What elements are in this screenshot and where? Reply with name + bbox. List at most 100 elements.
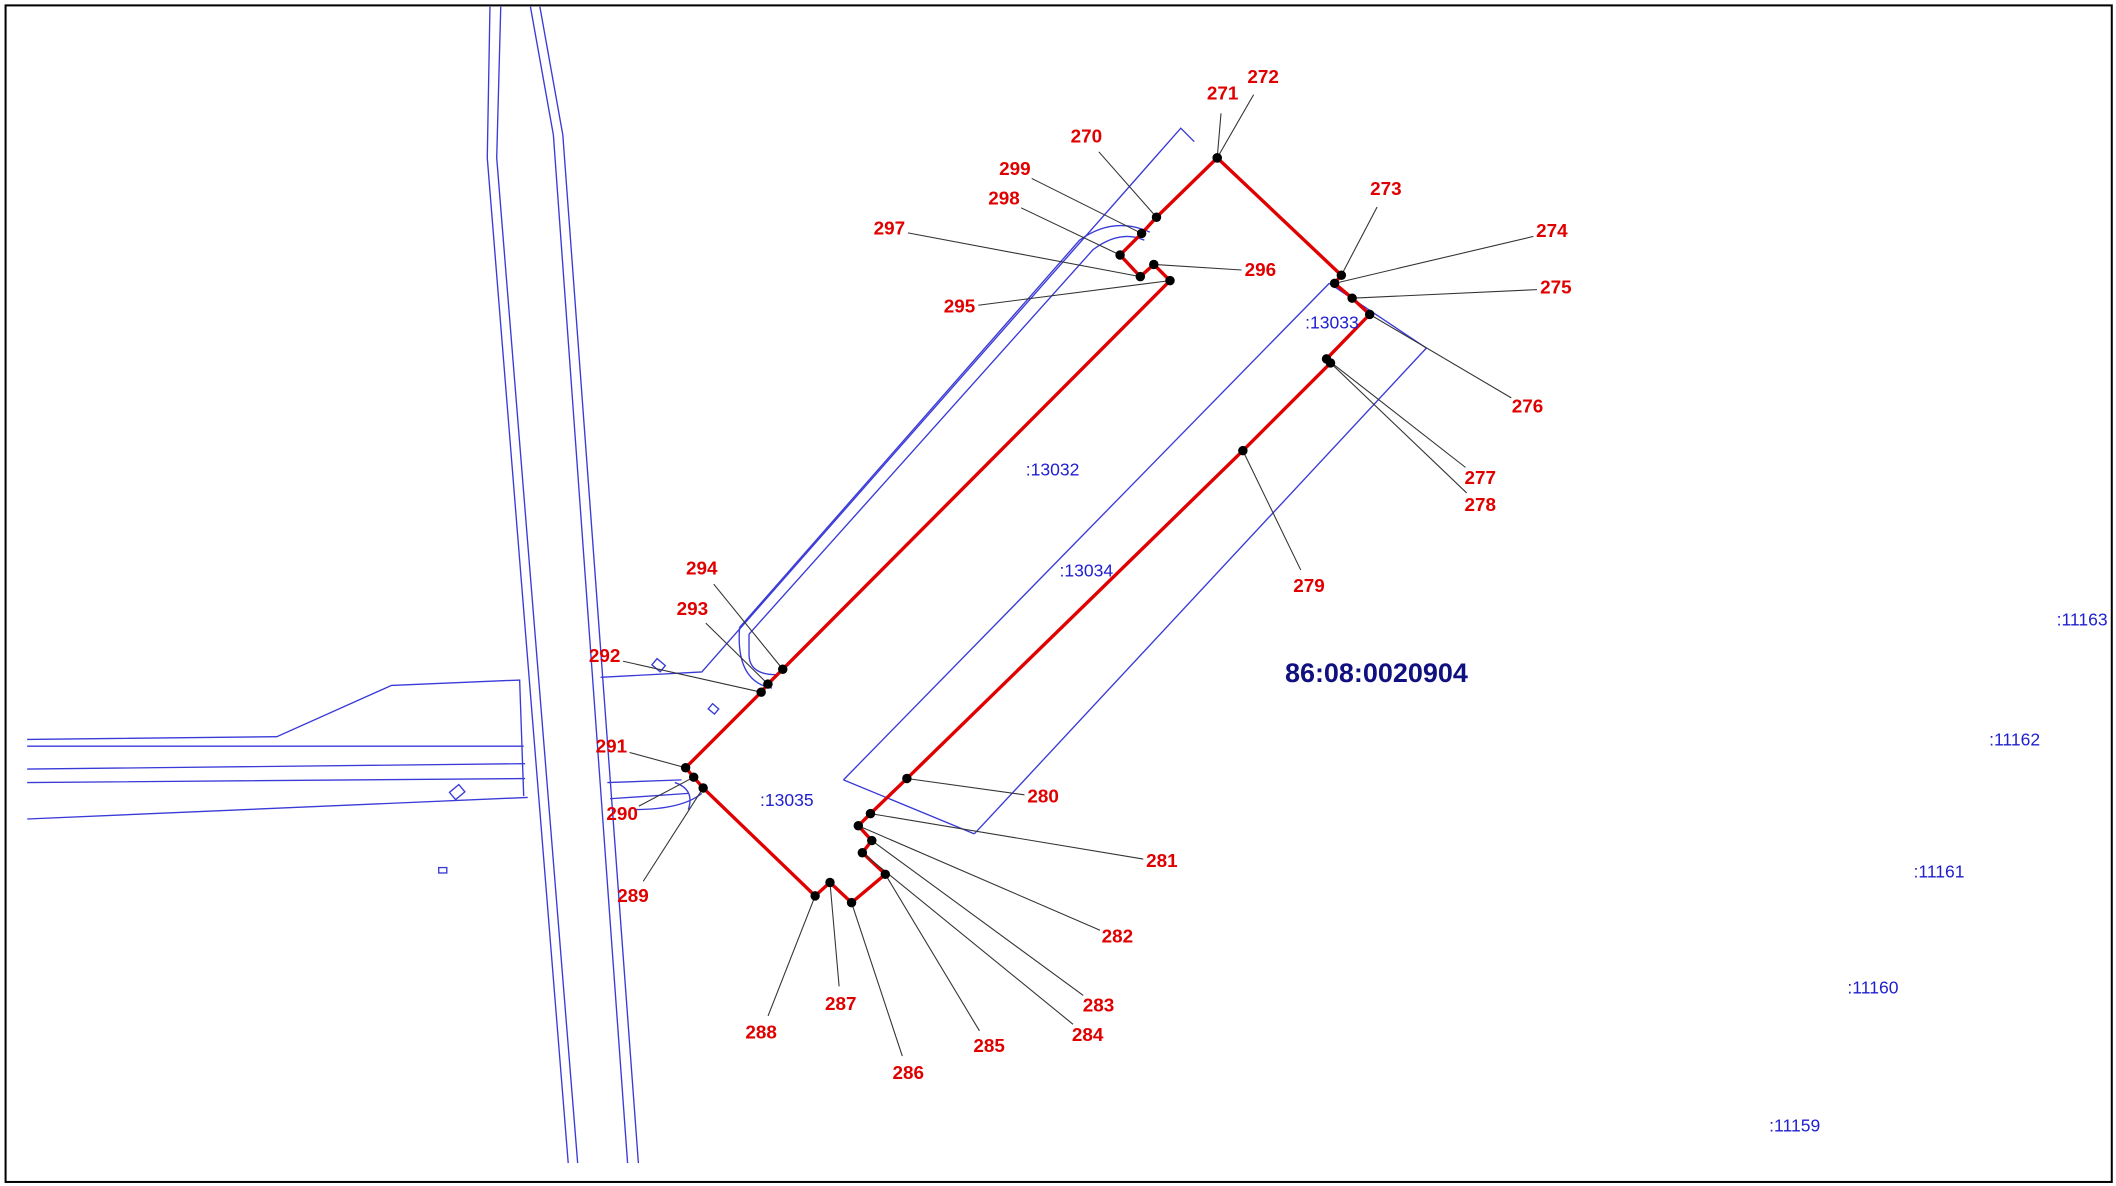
point-label: 274 [1536,221,1568,242]
quarter-number: 86:08:0020904 [1285,658,1468,688]
background-lines [27,6,1428,1164]
point-label: 288 [745,1023,777,1044]
leader-line [705,622,769,685]
leader-line [1098,151,1157,218]
leader-line [870,813,1144,860]
parcel-label: :13033 [1305,312,1359,332]
point-label: 295 [944,297,976,318]
parcel-label: :13034 [1060,561,1114,581]
boundary-point [1165,275,1175,286]
point-label: 290 [606,804,638,825]
leader-line [1369,313,1512,399]
leader-line [907,232,1141,278]
leader-line [884,874,980,1032]
point-label: 291 [596,736,628,757]
point-label: 287 [825,994,857,1015]
leader-line [1153,263,1242,271]
boundary-point [1347,293,1357,303]
boundary-point [1238,445,1248,456]
parcel-label: :11163 [2057,609,2108,629]
leader-line [1216,113,1222,158]
point-label: 273 [1370,179,1402,200]
point-label: 286 [892,1063,924,1084]
boundary-point [846,897,857,908]
point-label: 276 [1512,396,1544,417]
leader-line [978,280,1171,306]
point-label: 298 [988,189,1020,210]
leader-line [1352,289,1538,299]
boundary-point [1364,309,1375,320]
boundary-point [865,808,876,819]
boundary-point [880,869,891,880]
point-label: 285 [973,1036,1005,1057]
boundary-point [1135,271,1146,282]
point-label: 277 [1465,468,1497,489]
boundary-point [680,763,691,773]
boundary-point [1329,278,1340,289]
boundary-point [756,687,766,697]
leader-line [1216,94,1255,159]
leader-line [1334,235,1534,284]
boundary-point [1136,228,1147,239]
point-label: 280 [1027,786,1059,807]
boundary-point [688,772,699,782]
parcel-label: :11159 [1769,1115,1820,1135]
leader-line [642,787,704,882]
point-label: 284 [1072,1025,1104,1046]
boundary-point [1212,153,1222,163]
boundary-point [1325,358,1336,368]
point-label: 279 [1293,576,1325,597]
point-label: 282 [1102,927,1134,948]
leader-line [1031,177,1142,234]
boundary-point [825,877,835,888]
point-label: 275 [1540,278,1572,299]
leader-line [858,825,1101,931]
leader-line [871,840,1084,996]
leader-line [1326,358,1466,468]
leader-line [1330,362,1468,494]
point-label: 293 [677,599,708,620]
leader-line [713,583,784,670]
point-label: 292 [589,646,621,667]
point-label: 278 [1465,495,1497,516]
leader-line [851,902,903,1057]
boundary-point [778,664,788,674]
point-label: 299 [999,159,1031,180]
leader-line [629,751,686,769]
leader-line [638,776,694,807]
point-label: 281 [1146,851,1178,872]
point-label: 283 [1083,996,1115,1017]
boundary-point [698,783,708,793]
point-label: 294 [686,558,718,579]
boundary-point [1115,250,1125,260]
boundary-point [763,679,773,689]
boundary-point [857,848,868,858]
leader-line [622,660,762,693]
point-label: 289 [617,886,649,907]
frame [4,4,2113,1183]
boundary-point [1151,212,1162,222]
parcel-label: :13032 [1026,460,1080,480]
leader-line [1340,206,1378,276]
point-label: 297 [874,218,906,239]
leader-line [906,777,1025,796]
parcel-label: :11160 [1847,978,1898,998]
point-label: 296 [1245,260,1277,281]
leader-line [1242,450,1302,571]
boundary-point [810,891,820,901]
leader-line [767,895,816,1017]
parcel-label: :13035 [760,790,814,810]
parcel-label: :11162 [1989,729,2040,749]
point-label: 271 [1207,83,1239,104]
boundary-point [853,821,864,831]
point-label: 270 [1071,127,1103,148]
leader-line [1020,207,1121,256]
parcel-label: :11161 [1914,862,1965,882]
boundary-point [1149,259,1159,270]
boundary-point [902,773,912,784]
leader-line [829,882,840,987]
point-label: 272 [1247,67,1279,88]
boundary-point [1336,270,1347,280]
